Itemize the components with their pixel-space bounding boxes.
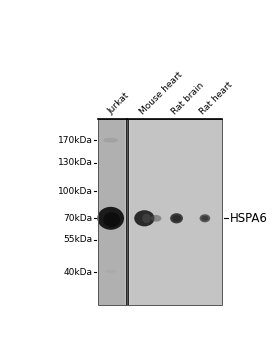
- Ellipse shape: [202, 216, 208, 221]
- Bar: [127, 119, 222, 305]
- Text: 100kDa: 100kDa: [58, 187, 93, 196]
- Text: Mouse heart: Mouse heart: [138, 70, 184, 116]
- Bar: [127, 119, 222, 305]
- Ellipse shape: [142, 214, 151, 223]
- Ellipse shape: [134, 210, 155, 226]
- Ellipse shape: [105, 270, 117, 273]
- Text: 55kDa: 55kDa: [64, 235, 93, 244]
- Text: 40kDa: 40kDa: [64, 268, 93, 277]
- Text: 130kDa: 130kDa: [58, 158, 93, 167]
- Ellipse shape: [103, 212, 120, 227]
- Text: 170kDa: 170kDa: [58, 136, 93, 145]
- Bar: [98, 119, 127, 305]
- Ellipse shape: [170, 213, 183, 223]
- Text: Rat heart: Rat heart: [199, 80, 235, 116]
- Ellipse shape: [103, 138, 118, 142]
- Text: HSPA6: HSPA6: [229, 212, 267, 225]
- Ellipse shape: [200, 214, 210, 222]
- Text: Rat brain: Rat brain: [170, 80, 206, 116]
- Text: Jurkat: Jurkat: [106, 91, 131, 116]
- Text: 70kDa: 70kDa: [64, 214, 93, 223]
- Bar: [98, 119, 127, 305]
- Ellipse shape: [151, 215, 161, 222]
- Ellipse shape: [172, 215, 181, 222]
- Ellipse shape: [97, 207, 124, 230]
